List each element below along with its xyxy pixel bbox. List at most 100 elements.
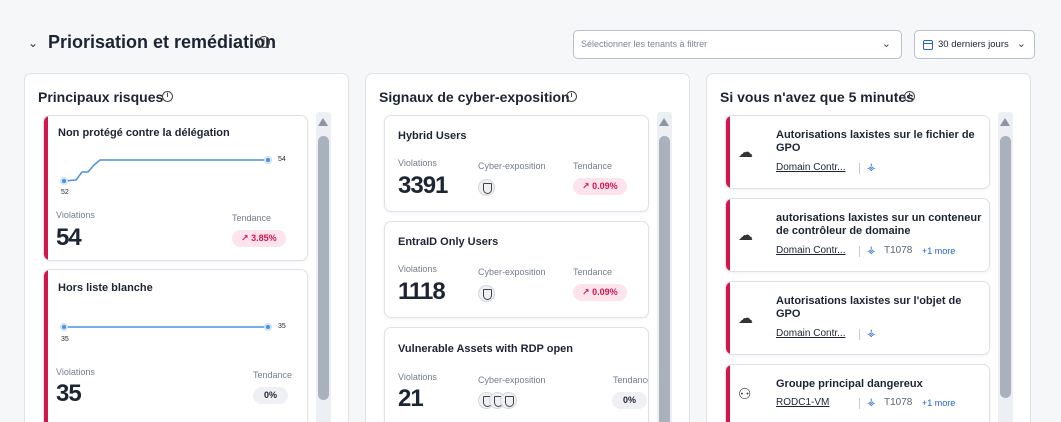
asset-link[interactable]: RODC1-VM bbox=[776, 397, 830, 408]
trend-value: 0.09% bbox=[592, 181, 618, 191]
trend-up-icon: ↗ bbox=[582, 287, 590, 297]
calendar-icon bbox=[923, 40, 933, 50]
remediation-item-title: Groupe principal dangereux bbox=[776, 378, 923, 390]
hierarchy-icon: ⚶ bbox=[867, 245, 876, 256]
remediation-item[interactable]: ☁ autorisations laxistes sur un conteneu… bbox=[725, 198, 990, 272]
trend-sparkline bbox=[60, 156, 272, 185]
cyber-exposure-signals-panel: Signaux de cyber-exposition i Hybrid Use… bbox=[365, 73, 690, 422]
collapse-chevron-icon[interactable]: ⌄ bbox=[28, 36, 39, 50]
info-icon[interactable]: i bbox=[904, 91, 915, 102]
sparkline-start-label: 35 bbox=[61, 336, 69, 343]
scroll-up-arrow-icon[interactable] bbox=[318, 118, 328, 126]
scroll-up-arrow-icon[interactable] bbox=[659, 118, 669, 126]
scroll-up-arrow-icon[interactable] bbox=[1000, 118, 1010, 126]
separator bbox=[859, 163, 860, 174]
trend-badge: 0% bbox=[253, 387, 289, 404]
separator bbox=[859, 329, 860, 340]
chevron-down-icon: ⌄ bbox=[1016, 38, 1026, 50]
signal-card-title: EntraID Only Users bbox=[398, 236, 499, 248]
user-settings-icon: ⚇ bbox=[738, 386, 752, 403]
separator bbox=[859, 246, 860, 257]
trend-label: Tendance bbox=[573, 267, 613, 277]
scrollbar[interactable] bbox=[998, 112, 1013, 422]
trend-label: Tendance bbox=[232, 213, 272, 223]
signal-card[interactable]: EntraID Only Users Violations 1118 Cyber… bbox=[384, 221, 649, 318]
remediation-item[interactable]: ☁ Autorisations laxistes sur l'objet de … bbox=[725, 281, 990, 355]
violations-label: Violations bbox=[398, 264, 437, 274]
risk-card-title: Hors liste blanche bbox=[58, 282, 153, 294]
trend-badge: ↗ 3.85% bbox=[232, 230, 286, 247]
scrollbar-thumb[interactable] bbox=[1000, 136, 1011, 398]
globe-icon bbox=[500, 392, 517, 409]
top-risks-panel: Principaux risques i Non protégé contre … bbox=[24, 73, 349, 422]
asset-link[interactable]: Domain Contr... bbox=[776, 245, 846, 256]
more-techniques-link[interactable]: +1 more bbox=[922, 398, 956, 408]
signal-card[interactable]: Hybrid Users Violations 3391 Cyber-expos… bbox=[384, 115, 649, 212]
remediation-item-title: autorisations laxistes sur un conteneur … bbox=[776, 212, 982, 237]
cloud-icon: ☁ bbox=[738, 310, 753, 327]
trend-up-icon: ↗ bbox=[241, 233, 249, 243]
asset-link[interactable]: Domain Contr... bbox=[776, 162, 846, 173]
trend-value: 0.09% bbox=[592, 287, 618, 297]
risk-card[interactable]: Hors liste blanche 35 35 Violations 35 T… bbox=[43, 269, 308, 422]
trend-label: Tendance bbox=[573, 161, 613, 171]
sparkline-start-point bbox=[60, 177, 68, 185]
scrollbar-thumb[interactable] bbox=[659, 136, 670, 422]
signal-card[interactable]: Vulnerable Assets with RDP open Violatio… bbox=[384, 327, 649, 422]
violations-count: 54 bbox=[56, 224, 82, 251]
trend-label: Tendance bbox=[613, 375, 649, 385]
sparkline-end-point bbox=[264, 156, 272, 164]
asset-link[interactable]: Domain Contr... bbox=[776, 328, 846, 339]
panel-title: Principaux risques bbox=[38, 89, 164, 105]
cyber-exposure-label: Cyber-exposition bbox=[478, 267, 546, 277]
sparkline-start-point bbox=[60, 323, 68, 331]
chevron-down-icon: ⌄ bbox=[881, 38, 891, 50]
hierarchy-icon: ⚶ bbox=[867, 328, 876, 339]
hierarchy-icon: ⚶ bbox=[867, 162, 876, 173]
page-title: Priorisation et remédiation bbox=[48, 32, 277, 52]
tenant-filter-select[interactable]: Sélectionner les tenants à filtrer ⌄ bbox=[573, 30, 902, 59]
cloud-icon: ☁ bbox=[738, 227, 753, 244]
section-header: ⌄ Priorisation et remédiation i Sélectio… bbox=[0, 0, 1061, 70]
violations-count: 21 bbox=[398, 385, 424, 412]
violations-label: Violations bbox=[398, 372, 437, 382]
sparkline-end-label: 54 bbox=[278, 156, 286, 163]
signal-card-title: Vulnerable Assets with RDP open bbox=[398, 343, 574, 355]
info-icon[interactable]: i bbox=[258, 36, 270, 48]
date-range-button[interactable]: 30 derniers jours ⌄ bbox=[914, 30, 1035, 59]
remediation-item[interactable]: ⚇ Groupe principal dangereux RODC1-VM ⚶ … bbox=[725, 364, 990, 422]
risk-card[interactable]: Non protégé contre la délégation 52 54 V… bbox=[43, 115, 308, 261]
panel-title: Si vous n'avez que 5 minutes bbox=[720, 89, 914, 105]
violations-label: Violations bbox=[398, 158, 437, 168]
info-icon[interactable]: i bbox=[162, 91, 173, 102]
trend-up-icon: ↗ bbox=[582, 181, 590, 191]
panel-title: Signaux de cyber-exposition bbox=[379, 89, 570, 105]
trend-label: Tendance bbox=[253, 370, 293, 380]
sparkline-start-label: 52 bbox=[61, 189, 69, 196]
cyber-exposure-label: Cyber-exposition bbox=[478, 375, 546, 385]
violations-count: 35 bbox=[56, 380, 82, 407]
shield-icon bbox=[478, 285, 495, 302]
violations-count: 3391 bbox=[398, 172, 448, 199]
cyber-exposure-label: Cyber-exposition bbox=[478, 161, 546, 171]
signal-card-title: Hybrid Users bbox=[398, 130, 467, 142]
scrollbar-thumb[interactable] bbox=[318, 136, 329, 400]
scrollbar[interactable] bbox=[657, 112, 672, 422]
remediation-item[interactable]: ☁ Autorisations laxistes sur le fichier … bbox=[725, 115, 990, 189]
cloud-icon: ☁ bbox=[738, 144, 753, 161]
shield-icon bbox=[478, 179, 495, 196]
trend-badge: ↗ 0.09% bbox=[573, 178, 627, 195]
trend-value: 3.85% bbox=[251, 233, 277, 243]
date-range-label: 30 derniers jours bbox=[938, 39, 1009, 50]
violations-count: 1118 bbox=[398, 278, 446, 305]
violations-label: Violations bbox=[56, 210, 95, 220]
sparkline-end-label: 35 bbox=[278, 323, 286, 330]
mitre-technique-code: T1078 bbox=[884, 397, 913, 408]
more-techniques-link[interactable]: +1 more bbox=[922, 246, 956, 256]
sparkline-end-point bbox=[264, 323, 272, 331]
info-icon[interactable]: i bbox=[566, 91, 577, 102]
scrollbar[interactable] bbox=[316, 112, 331, 422]
sparkline-line bbox=[63, 159, 268, 182]
violations-label: Violations bbox=[56, 367, 95, 377]
trend-badge: 0% bbox=[612, 392, 648, 409]
